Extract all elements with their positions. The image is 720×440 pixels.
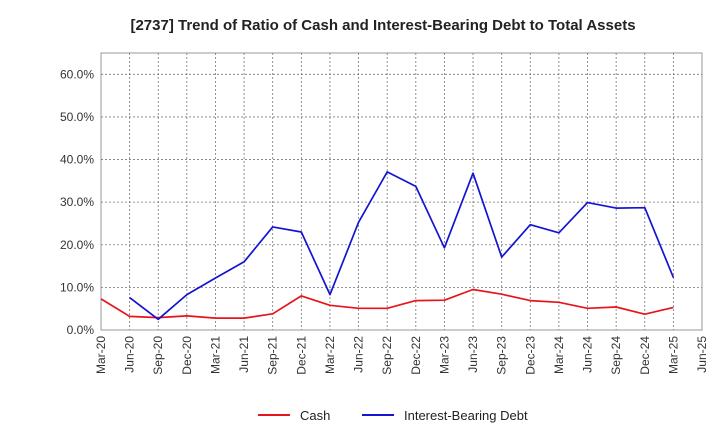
series-line-interest-bearing-debt [129,171,675,321]
x-axis: Mar-20 Jun-20 Sep-20 Dec-20 Mar-21 Jun-21 Sep-… [94,336,709,375]
y-tick-label: 0.0% [67,323,95,337]
x-tick-label: Mar-21 [208,336,222,374]
x-tick-label: Sep-21 [266,336,280,375]
x-tick-label: Mar-22 [323,336,337,374]
y-axis: 0.0% 10.0% 20.0% 30.0% 40.0% 50.0% 60.0% [60,67,94,337]
x-tick-label: Mar-20 [94,336,108,374]
x-tick-label: Sep-22 [380,336,394,375]
x-tick-label: Mar-24 [552,336,566,374]
x-tick-label: Dec-21 [294,336,308,375]
y-tick-label: 60.0% [60,67,94,81]
y-tick-label: 30.0% [60,195,94,209]
x-tick-label: Jun-21 [237,336,251,373]
x-tick-label: Jun-22 [352,336,366,373]
series-line-cash [100,288,674,319]
x-tick-label: Jun-24 [581,336,595,373]
x-tick-label: Dec-24 [638,336,652,375]
x-tick-label: Mar-25 [666,336,680,374]
x-tick-label: Jun-20 [123,336,137,373]
legend: Cash Interest-Bearing Debt [258,408,528,423]
x-tick-label: Jun-23 [466,336,480,373]
x-tick-label: Jun-25 [695,336,709,373]
series [100,171,675,321]
x-tick-label: Dec-20 [180,336,194,375]
y-tick-label: 40.0% [60,153,94,167]
x-tick-label: Sep-20 [151,336,165,375]
x-tick-label: Sep-24 [609,336,623,375]
y-tick-label: 20.0% [60,238,94,252]
x-tick-label: Sep-23 [495,336,509,375]
chart-title: [2737] Trend of Ratio of Cash and Intere… [130,17,635,34]
x-tick-label: Mar-23 [437,336,451,374]
y-tick-label: 10.0% [60,280,94,294]
y-tick-label: 50.0% [60,110,94,124]
grid [101,53,702,330]
x-tick-label: Dec-23 [523,336,537,375]
x-tick-label: Dec-22 [409,336,423,375]
legend-label-interest-bearing-debt: Interest-Bearing Debt [404,408,528,423]
legend-label-cash: Cash [300,408,330,423]
plot-area [100,52,703,331]
